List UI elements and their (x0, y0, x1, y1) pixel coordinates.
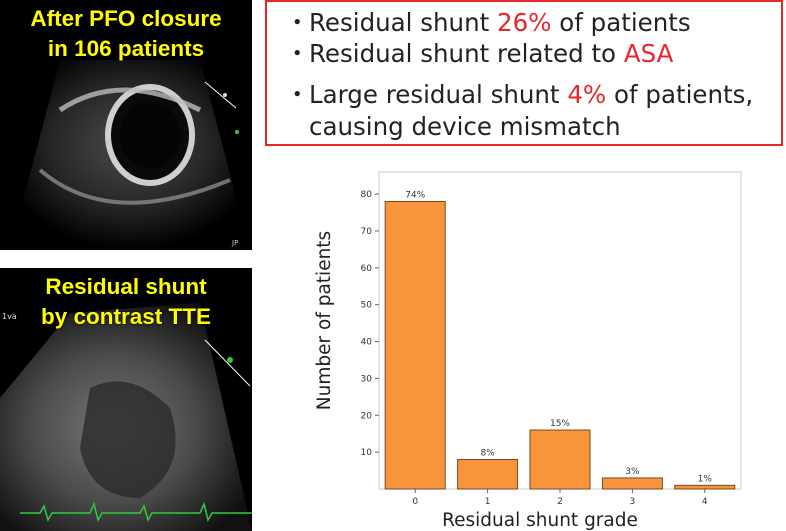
findings-box: ・Residual shunt 26% of patients ・Residua… (265, 0, 783, 146)
finding1-text-end: of patients (551, 8, 691, 37)
finding1-highlight: 26% (497, 8, 552, 37)
residual-shunt-bar-chart: 10 20 30 40 50 60 70 80 74% 0 8% 1 15% 2 3% 3 1% 4 Number… (314, 171, 742, 531)
x-tick-label: 4 (702, 497, 708, 507)
finding3-text: Large residual shunt (309, 80, 568, 109)
bar-grade-4 (674, 484, 736, 490)
echo-bottom-corner-text: 1va (2, 312, 17, 321)
echo-image-top: JP (0, 0, 252, 250)
echo-top-caption: After PFO closure in 106 patients (0, 4, 252, 64)
bullet-dot: ・ (285, 39, 310, 68)
finding2-highlight: ASA (623, 39, 674, 68)
y-tick-label: 30 (361, 374, 373, 384)
y-tick-label: 50 (361, 301, 373, 311)
finding3-highlight: 4% (567, 80, 607, 109)
finding1-text: Residual shunt (309, 8, 497, 37)
finding2-text: Residual shunt related to (309, 39, 624, 68)
bar-data-label: 3% (625, 467, 640, 477)
y-tick-label: 60 (361, 264, 373, 274)
bar-grade-3 (601, 477, 663, 490)
y-tick-label: 80 (361, 190, 373, 200)
bar-data-label: 8% (480, 449, 495, 459)
echo-top-caption-line2: in 106 patients (47, 36, 205, 61)
echo-bottom-caption-line2: by contrast TTE (40, 304, 212, 329)
echocardiogram-pfo-closure: JP (10, 60, 250, 250)
chart-bars (384, 200, 736, 490)
y-tick-label: 70 (361, 227, 373, 237)
echo-top-corner-text: JP (231, 239, 238, 247)
x-tick-label: 1 (485, 497, 491, 507)
x-tick-label: 3 (630, 497, 636, 507)
x-axis-title: Residual shunt grade (442, 510, 638, 531)
contrast-tte-image: 1va (0, 303, 252, 531)
finding-large-shunt: ・Large residual shunt 4% of patients, (285, 80, 753, 110)
echo-top-caption-line1: After PFO closure (30, 6, 222, 31)
echo-image-bottom: 1va (0, 268, 252, 531)
finding-device-mismatch: causing device mismatch (309, 112, 621, 141)
finding3-text-end: of patients, (606, 80, 754, 109)
x-tick-label: 2 (557, 497, 563, 507)
bar-data-label: 15% (550, 419, 570, 429)
echo-bottom-caption: Residual shunt by contrast TTE (0, 272, 252, 332)
y-tick-label: 20 (361, 411, 373, 421)
y-axis-title: Number of patients (314, 231, 335, 410)
bullet-dot: ・ (285, 80, 310, 109)
bar-grade-1 (457, 459, 519, 490)
bar-grade-0 (384, 200, 446, 490)
bullet-dot: ・ (285, 8, 310, 37)
bar-data-label: 74% (405, 190, 425, 200)
y-tick-label: 10 (361, 448, 373, 458)
y-tick-label: 40 (361, 338, 373, 348)
x-tick-label: 0 (412, 497, 418, 507)
bar-data-label: 1% (698, 474, 713, 484)
echo-bottom-caption-line1: Residual shunt (45, 274, 207, 299)
chart-labels: 10 20 30 40 50 60 70 80 74% 0 8% 1 15% 2 3% 3 1% 4 (361, 190, 713, 507)
finding-residual-shunt-rate: ・Residual shunt 26% of patients (285, 8, 691, 38)
bar-grade-2 (529, 429, 591, 490)
finding-asa: ・Residual shunt related to ASA (285, 39, 673, 69)
